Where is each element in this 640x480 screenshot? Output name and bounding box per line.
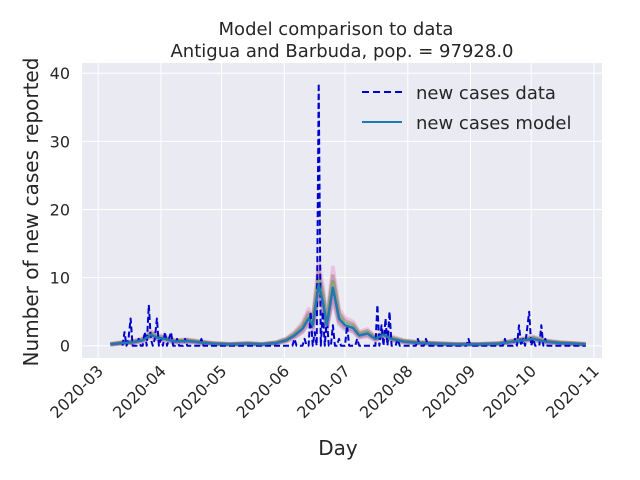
legend-label-model: new cases model	[416, 113, 571, 134]
chart-title: Model comparison to data	[219, 19, 454, 40]
y-tick-label: 0	[60, 337, 70, 356]
y-tick-label: 30	[50, 132, 70, 151]
series-line-new-cases-data	[121, 82, 586, 347]
y-tick-labels: 0 10 20 30 40	[50, 64, 70, 356]
y-tick-label: 40	[50, 64, 70, 83]
plot-area	[82, 63, 602, 358]
series-line-new-cases-model	[110, 283, 586, 346]
legend-label-data: new cases data	[416, 83, 556, 104]
chart-subtitle: Antigua and Barbuda, pop. = 97928.0	[170, 41, 513, 62]
y-tick-label: 10	[50, 269, 70, 288]
series-group	[110, 82, 586, 347]
y-tick-label: 20	[50, 200, 70, 219]
grid	[82, 63, 602, 358]
y-axis-label: Number of new cases reported	[19, 58, 43, 367]
x-axis-label: Day	[318, 436, 358, 460]
legend: new cases data new cases model	[362, 83, 571, 134]
